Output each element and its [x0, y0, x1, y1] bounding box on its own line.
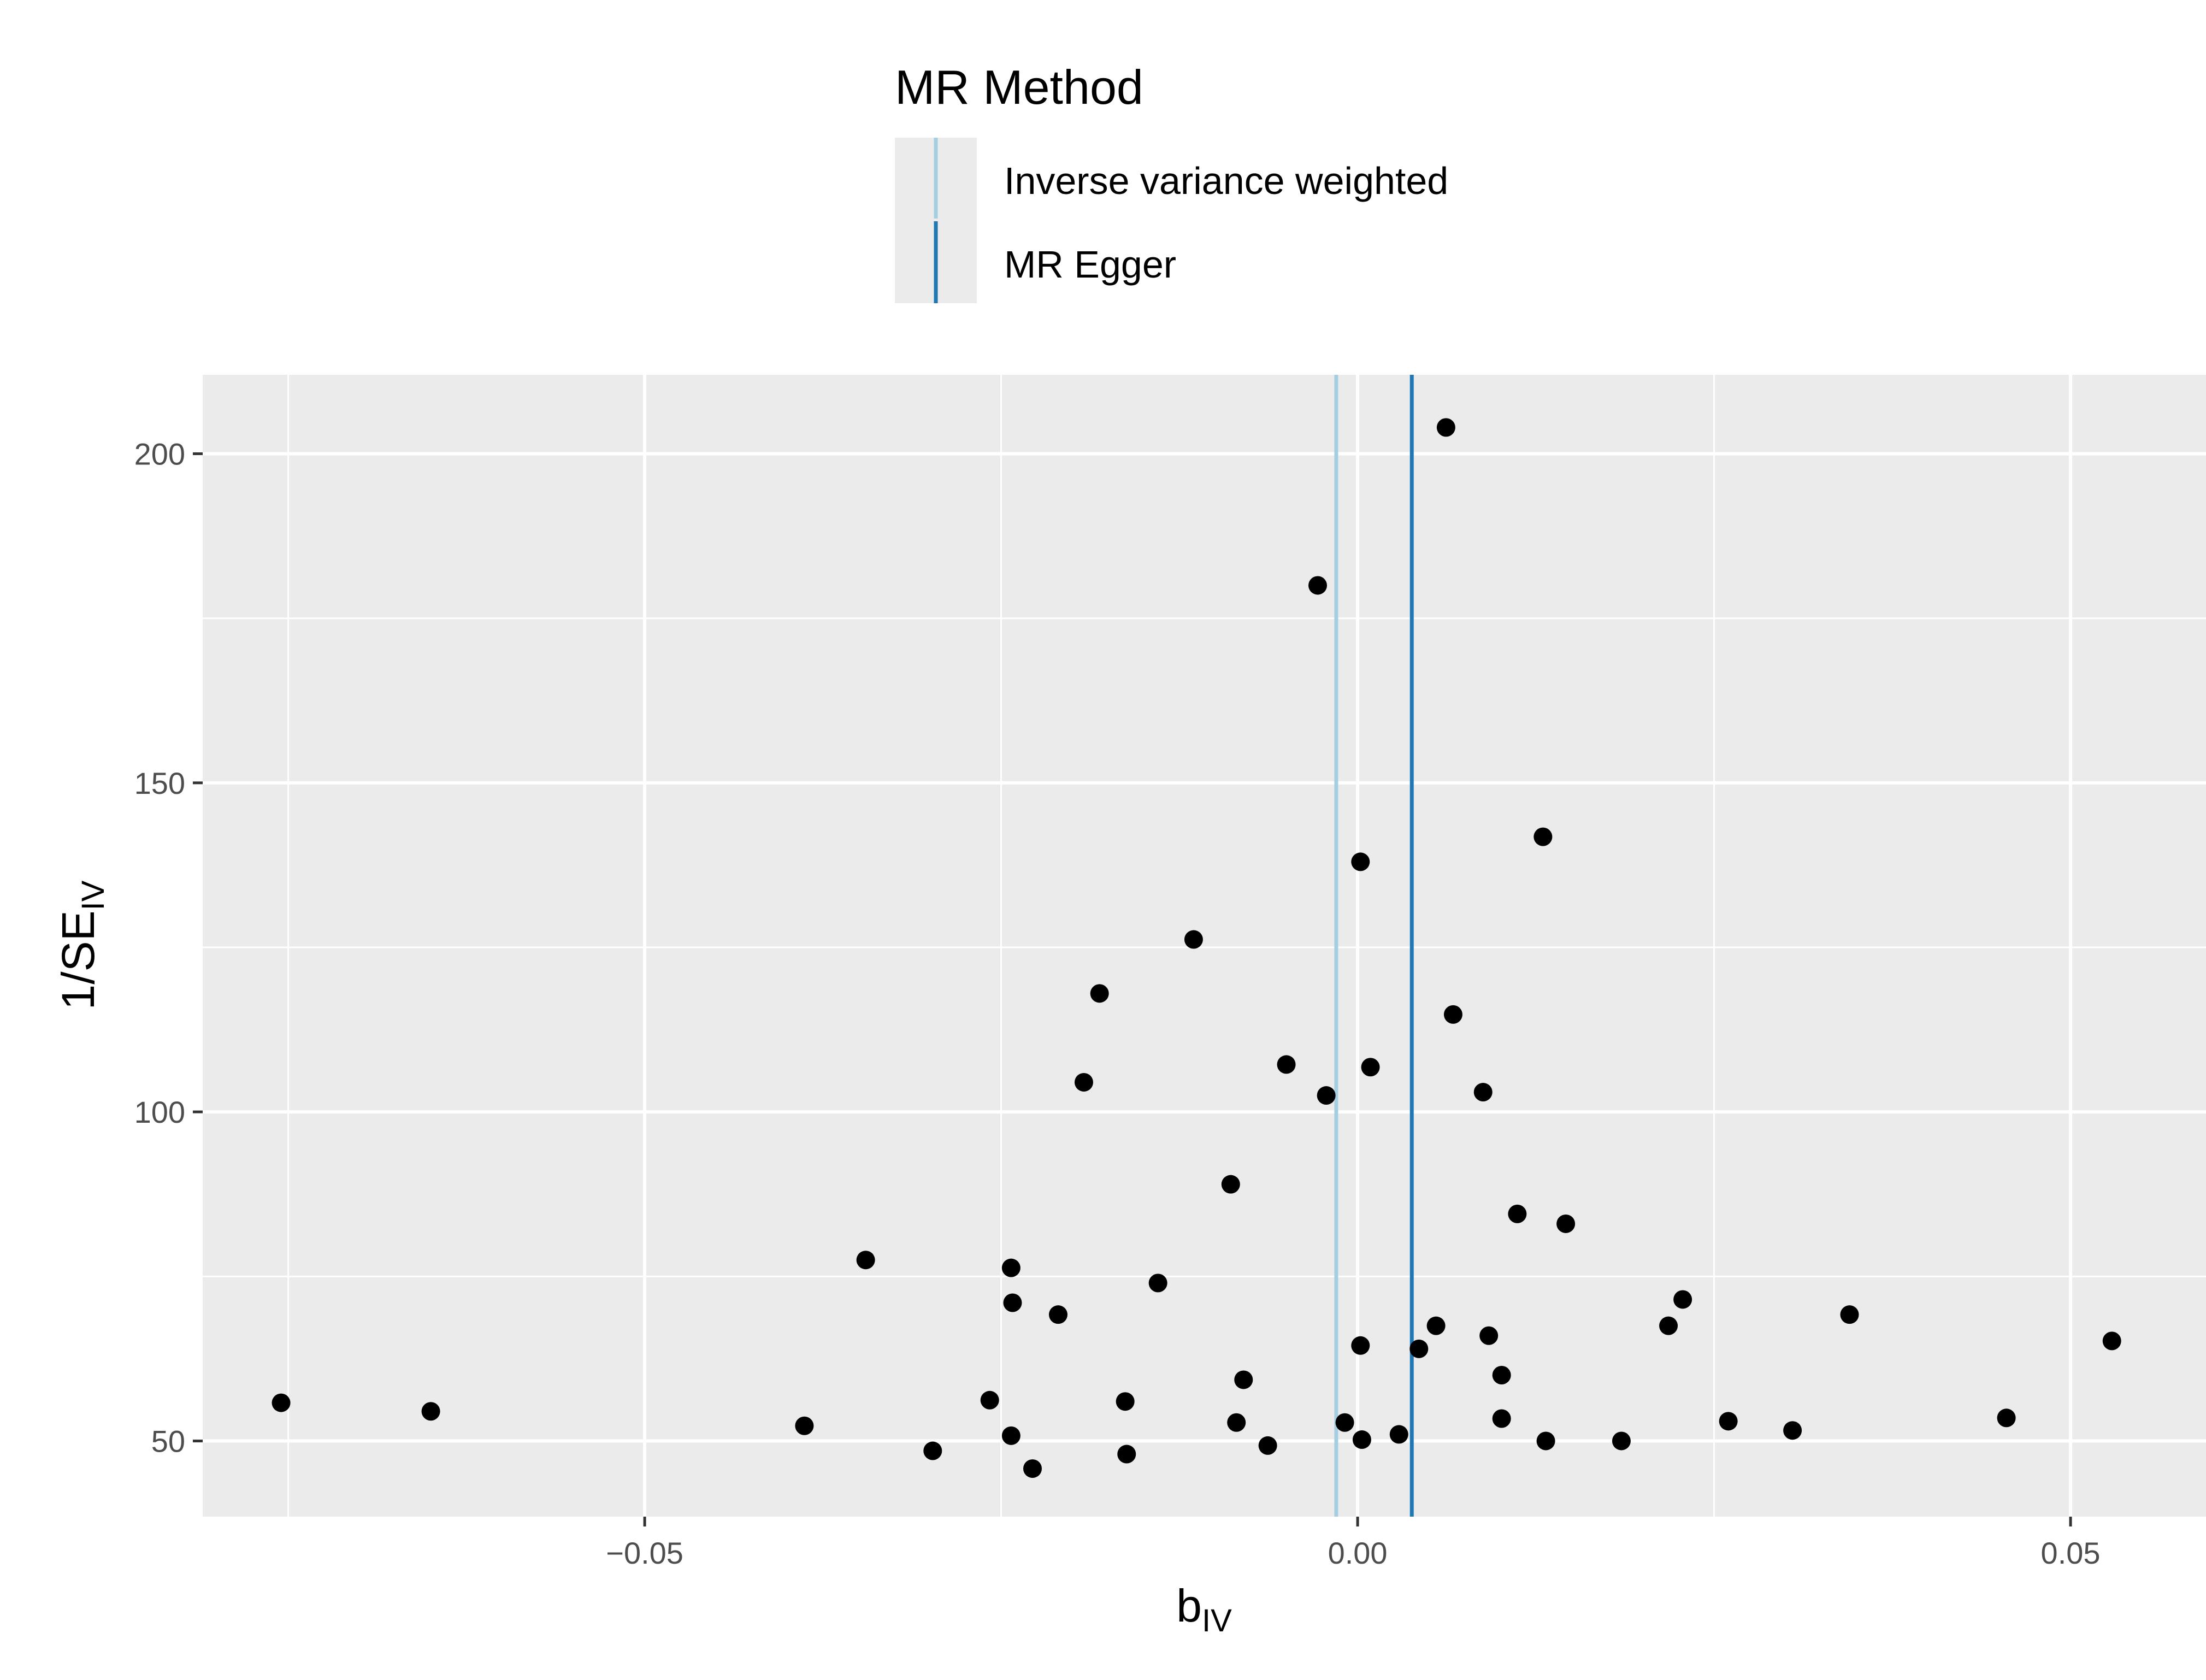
data-point — [1556, 1214, 1576, 1233]
data-point — [1234, 1370, 1253, 1389]
y-axis-title-subscript: IV — [75, 880, 111, 910]
data-point — [1221, 1175, 1240, 1194]
y-axis-title-main: 1/SE — [52, 910, 104, 1010]
data-point — [1074, 1072, 1093, 1092]
x-axis: −0.05 0.00 0.05 — [606, 1517, 2101, 1570]
x-tick-label: 0.05 — [2041, 1536, 2101, 1570]
data-point — [1001, 1258, 1021, 1277]
data-point — [1184, 930, 1203, 949]
data-point — [1335, 1413, 1354, 1432]
data-point — [923, 1441, 942, 1460]
data-point — [1409, 1339, 1429, 1358]
y-tick-label: 200 — [134, 437, 185, 471]
data-point — [1227, 1413, 1246, 1432]
y-tick-label: 150 — [134, 766, 185, 800]
legend: MR Method Inverse variance weighted MR E… — [895, 60, 1448, 303]
legend-title: MR Method — [895, 60, 1143, 114]
data-point — [1479, 1326, 1499, 1345]
grid-minor — [203, 375, 2206, 1517]
data-point — [1023, 1459, 1042, 1478]
data-point — [1426, 1316, 1446, 1335]
data-point — [1492, 1409, 1511, 1428]
data-point — [1673, 1290, 1692, 1309]
y-tick-label: 50 — [151, 1424, 185, 1458]
x-axis-title-main: b — [1176, 1580, 1202, 1631]
data-point — [1116, 1392, 1135, 1411]
data-point — [1308, 576, 1327, 595]
x-tick-label: −0.05 — [606, 1536, 683, 1570]
data-point — [1351, 1336, 1370, 1355]
data-point — [272, 1393, 291, 1412]
data-point — [1536, 1431, 1555, 1451]
data-point — [1533, 827, 1553, 846]
data-point — [1351, 852, 1370, 871]
data-point — [1436, 418, 1455, 437]
y-axis: 50 100 150 200 — [134, 437, 203, 1458]
data-points — [272, 418, 2121, 1478]
data-point — [1258, 1436, 1277, 1455]
data-point — [1117, 1445, 1136, 1464]
data-point — [1389, 1425, 1408, 1444]
data-point — [1719, 1412, 1738, 1431]
data-point — [1048, 1305, 1067, 1324]
x-axis-title-subscript: IV — [1202, 1603, 1232, 1638]
data-point — [1612, 1431, 1631, 1451]
plot-panel — [203, 375, 2206, 1517]
data-point — [980, 1390, 999, 1410]
x-axis-title: bIV — [1176, 1580, 1232, 1638]
data-point — [421, 1402, 440, 1421]
data-point — [1659, 1316, 1678, 1335]
data-point — [1003, 1293, 1022, 1312]
data-point — [1492, 1366, 1511, 1385]
data-point — [1148, 1274, 1167, 1293]
grid-major — [203, 375, 2206, 1517]
x-tick-label: 0.00 — [1328, 1536, 1388, 1570]
data-point — [1001, 1426, 1021, 1445]
legend-label-mr-egger: MR Egger — [1004, 243, 1176, 286]
data-point — [1473, 1083, 1493, 1102]
data-point — [1090, 984, 1109, 1003]
data-point — [795, 1416, 814, 1435]
y-tick-label: 100 — [134, 1095, 185, 1129]
data-point — [1443, 1005, 1462, 1024]
y-axis-title: 1/SEIV — [52, 880, 111, 1010]
data-point — [1783, 1421, 1802, 1440]
method-lines — [1334, 375, 1414, 1517]
data-point — [1840, 1305, 1859, 1324]
data-point — [1361, 1058, 1380, 1077]
data-point — [2102, 1331, 2121, 1351]
legend-label-inverse-variance-weighted: Inverse variance weighted — [1004, 160, 1448, 202]
data-point — [1352, 1430, 1371, 1449]
data-point — [1317, 1086, 1336, 1105]
data-point — [856, 1251, 875, 1270]
data-point — [1277, 1055, 1296, 1074]
data-point — [1508, 1204, 1527, 1223]
data-point — [1997, 1408, 2016, 1428]
